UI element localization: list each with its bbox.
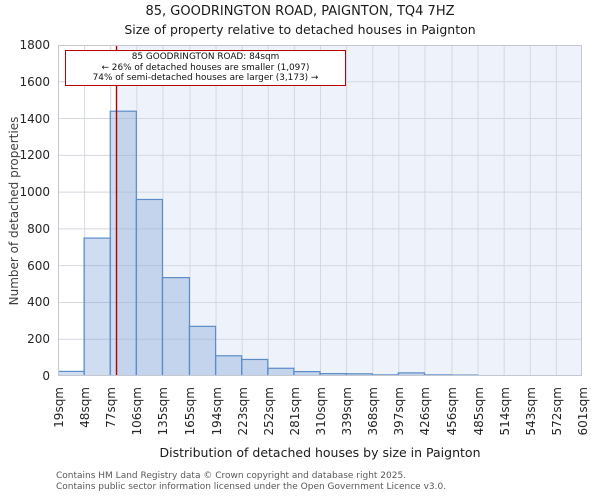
x-tick-label: 572sqm [549, 387, 564, 436]
x-tick-label: 77sqm [104, 387, 119, 428]
y-tick-label: 200 [27, 332, 50, 347]
x-tick-label: 397sqm [392, 387, 407, 436]
property-annotation-callout: 85 GOODRINGTON ROAD: 84sqm ← 26% of deta… [65, 50, 346, 86]
x-tick-label: 601sqm [576, 387, 590, 436]
histogram-bar [214, 355, 243, 376]
annotation-smaller-line: ← 26% of detached houses are smaller (1,… [101, 62, 310, 73]
x-tick-label: 194sqm [209, 387, 224, 436]
y-tick-label: 0 [42, 369, 50, 383]
x-tick-label: 543sqm [523, 387, 538, 436]
y-tick-label: 600 [27, 258, 50, 273]
chart-subtitle: Size of property relative to detached ho… [124, 22, 476, 37]
histogram-bar [135, 198, 164, 376]
y-tick-label: 1800 [19, 38, 50, 52]
x-tick-label: 485sqm [471, 387, 486, 436]
histogram-bar [109, 110, 137, 376]
y-tick-label: 1400 [19, 111, 50, 126]
x-tick-label: 106sqm [130, 387, 145, 436]
footer-licence-line: Contains public sector information licen… [56, 482, 447, 492]
y-tick-label: 1200 [19, 148, 50, 163]
x-tick-label: 310sqm [314, 387, 328, 436]
footer-copyright-line: Contains HM Land Registry data © Crown c… [56, 471, 407, 481]
x-tick-label: 223sqm [235, 387, 250, 436]
histogram-bar [241, 358, 269, 376]
chart-title: 85, GOODRINGTON ROAD, PAIGNTON, TQ4 7HZ [145, 4, 455, 19]
x-tick-label: 165sqm [183, 387, 198, 436]
x-tick-label: 426sqm [418, 387, 433, 436]
x-tick-label: 48sqm [78, 387, 93, 428]
annotation-property-line: 85 GOODRINGTON ROAD: 84sqm [131, 52, 280, 62]
histogram-bar [267, 367, 295, 376]
x-tick-label: 135sqm [156, 387, 171, 436]
histogram-plot [58, 45, 582, 376]
x-tick-label: 514sqm [497, 387, 512, 436]
histogram-bar [83, 237, 111, 376]
y-tick-label: 1600 [19, 74, 50, 89]
x-tick-label: 281sqm [287, 387, 302, 436]
plot-area [58, 45, 582, 376]
annotation-larger-line: 74% of semi-detached houses are larger (… [92, 73, 319, 84]
y-tick-label: 400 [27, 295, 50, 310]
x-tick-label: 368sqm [366, 387, 381, 436]
y-axis-label: Number of detached properties [7, 116, 21, 306]
x-axis-label: Distribution of detached houses by size … [159, 445, 481, 460]
histogram-bar [188, 325, 217, 376]
x-tick-label: 456sqm [445, 387, 460, 436]
x-tick-label: 339sqm [340, 387, 355, 436]
y-tick-label: 1000 [19, 185, 50, 200]
plot-border [58, 45, 582, 376]
y-tick-label: 800 [27, 221, 50, 236]
histogram-bar [161, 277, 191, 376]
x-tick-label: 252sqm [261, 387, 276, 436]
x-tick-label: 19sqm [52, 387, 66, 428]
